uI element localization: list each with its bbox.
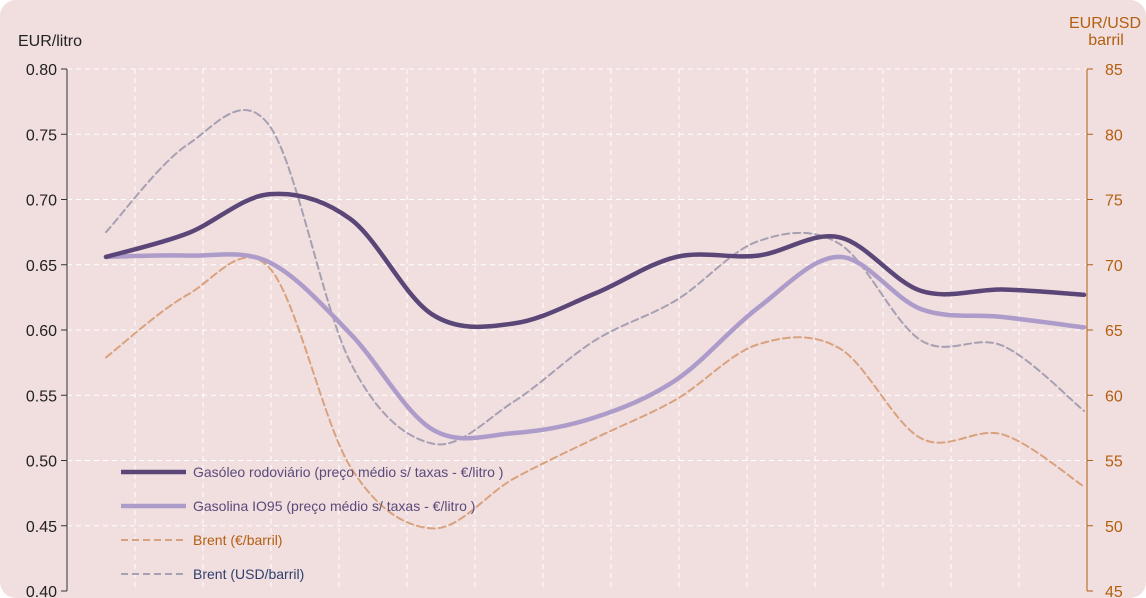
gasoleo-line bbox=[103, 191, 1087, 330]
right-axis-tick-label: 75 bbox=[1105, 193, 1123, 210]
legend-item-brent-usd: Brent (USD/barril) bbox=[121, 566, 304, 582]
right-axis-tick-label: 50 bbox=[1105, 519, 1123, 536]
legend-label: Gasolina IO95 (preço médio s/ taxas - €/… bbox=[193, 498, 475, 514]
gasolina-line bbox=[103, 252, 1087, 441]
legend-label: Brent (USD/barril) bbox=[193, 566, 304, 582]
legend-label: Brent (€/barril) bbox=[193, 532, 282, 548]
brent-usd-line bbox=[105, 109, 1085, 446]
left-axis-tick-label: 0.65 bbox=[26, 258, 57, 275]
left-axis-tick-label: 0.45 bbox=[26, 519, 57, 536]
right-axis-tick-label: 45 bbox=[1105, 584, 1123, 598]
legend-item-gasolina: Gasolina IO95 (preço médio s/ taxas - €/… bbox=[121, 498, 475, 514]
left-axis-tick-label: 0.70 bbox=[26, 193, 57, 210]
series-lines bbox=[103, 109, 1087, 530]
left-axis-tick-label: 0.80 bbox=[26, 62, 57, 79]
right-axis-tick-label: 60 bbox=[1105, 388, 1123, 405]
right-axis-tick-label: 85 bbox=[1105, 62, 1123, 79]
gridlines bbox=[67, 68, 1087, 591]
left-axis-tick-label: 0.60 bbox=[26, 323, 57, 340]
right-axis-tick-label: 80 bbox=[1105, 127, 1123, 144]
legend-item-gasoleo: Gasóleo rodoviário (preço médio s/ taxas… bbox=[121, 464, 503, 480]
left-axis-tick-label: 0.50 bbox=[26, 454, 57, 471]
legend: Gasóleo rodoviário (preço médio s/ taxas… bbox=[121, 464, 503, 582]
legend-label: Gasóleo rodoviário (preço médio s/ taxas… bbox=[193, 464, 503, 480]
right-axis-tick-label: 55 bbox=[1105, 454, 1123, 471]
left-axis-tick-label: 0.75 bbox=[26, 127, 57, 144]
axes: 0.40 0.45 0.50 0.55 0.60 0.65 0.70 0.75 0.80 45 50… bbox=[26, 62, 1123, 598]
right-axis-label-line2: barril bbox=[1088, 32, 1124, 49]
right-axis-label-line1: EUR/USD bbox=[1069, 15, 1141, 32]
left-axis-tick-label: 0.55 bbox=[26, 388, 57, 405]
left-axis-label: EUR/litro bbox=[18, 33, 82, 50]
right-axis-tick-label: 70 bbox=[1105, 258, 1123, 275]
legend-item-brent-eur: Brent (€/barril) bbox=[121, 532, 282, 548]
left-axis-tick-label: 0.40 bbox=[26, 584, 57, 598]
brent-eur-line bbox=[105, 256, 1085, 530]
right-axis-tick-label: 65 bbox=[1105, 323, 1123, 340]
